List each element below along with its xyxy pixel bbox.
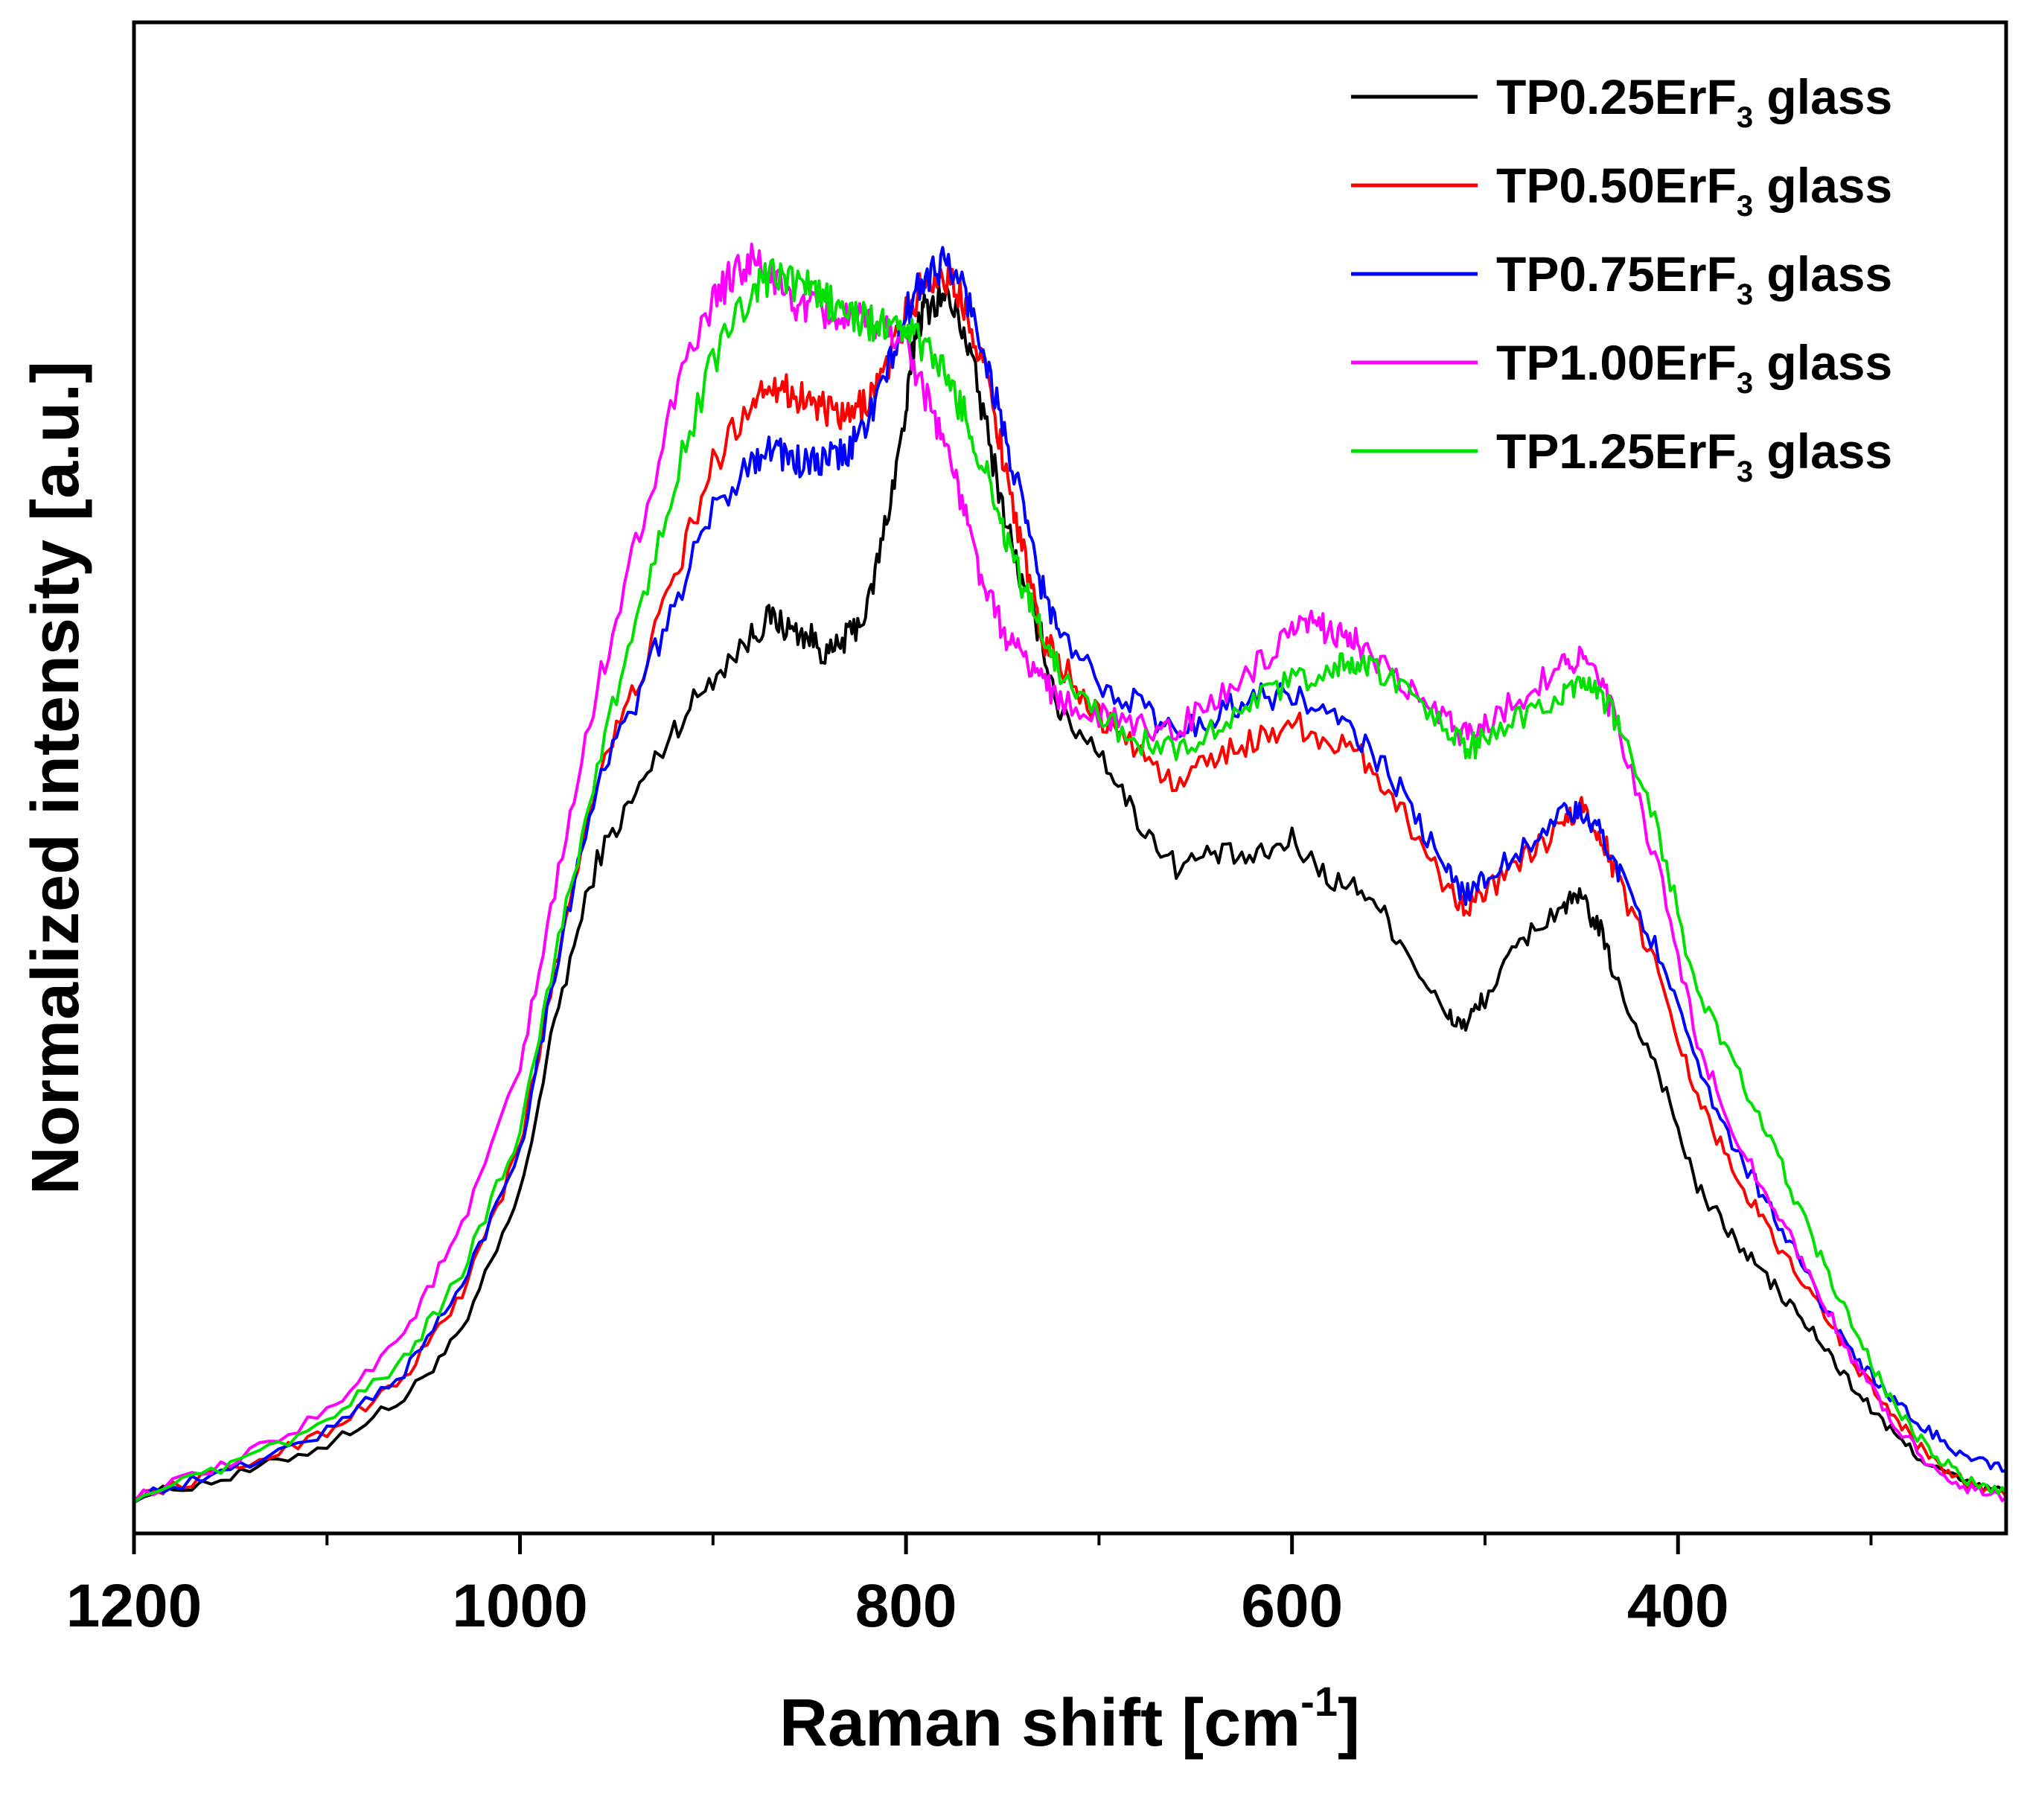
legend-label-tp1-00erf: TP1.00ErF3 glass — [1496, 335, 1892, 400]
series-line-tp0-25erf — [133, 284, 2008, 1504]
plot-background — [134, 22, 2006, 1533]
x-tick-label: 600 — [1241, 1572, 1343, 1640]
x-tick-label: 800 — [855, 1572, 957, 1640]
x-tick-label: 1200 — [66, 1572, 202, 1640]
legend: TP0.25ErF3 glass TP0.50ErF3 glass TP0.75Er… — [1351, 69, 1892, 488]
x-tick-label: 1000 — [452, 1572, 587, 1640]
x-axis-title: Raman shift [cm-1] — [779, 1678, 1360, 1760]
series-line-tp1-00erf — [133, 243, 2008, 1504]
series-layer — [133, 243, 2008, 1504]
plot-frame — [132, 20, 2008, 1536]
series-line-tp1-25erf — [133, 258, 2008, 1504]
series-line-tp0-50erf — [133, 263, 2008, 1504]
legend-label-tp1-25erf: TP1.25ErF3 glass — [1496, 424, 1892, 488]
legend-label-tp0-50erf: TP0.50ErF3 glass — [1496, 158, 1892, 223]
series-line-tp0-75erf — [133, 246, 2007, 1504]
legend-label-tp0-25erf: TP0.25ErF3 glass — [1496, 69, 1892, 134]
x-axis-ticks: 1200 1000 800 600 400 — [66, 1533, 1873, 1640]
x-tick-label: 400 — [1627, 1572, 1729, 1640]
legend-label-tp0-75erf: TP0.75ErF3 glass — [1496, 246, 1892, 311]
y-axis-title: Normalized intensity [a.u.] — [19, 361, 93, 1195]
